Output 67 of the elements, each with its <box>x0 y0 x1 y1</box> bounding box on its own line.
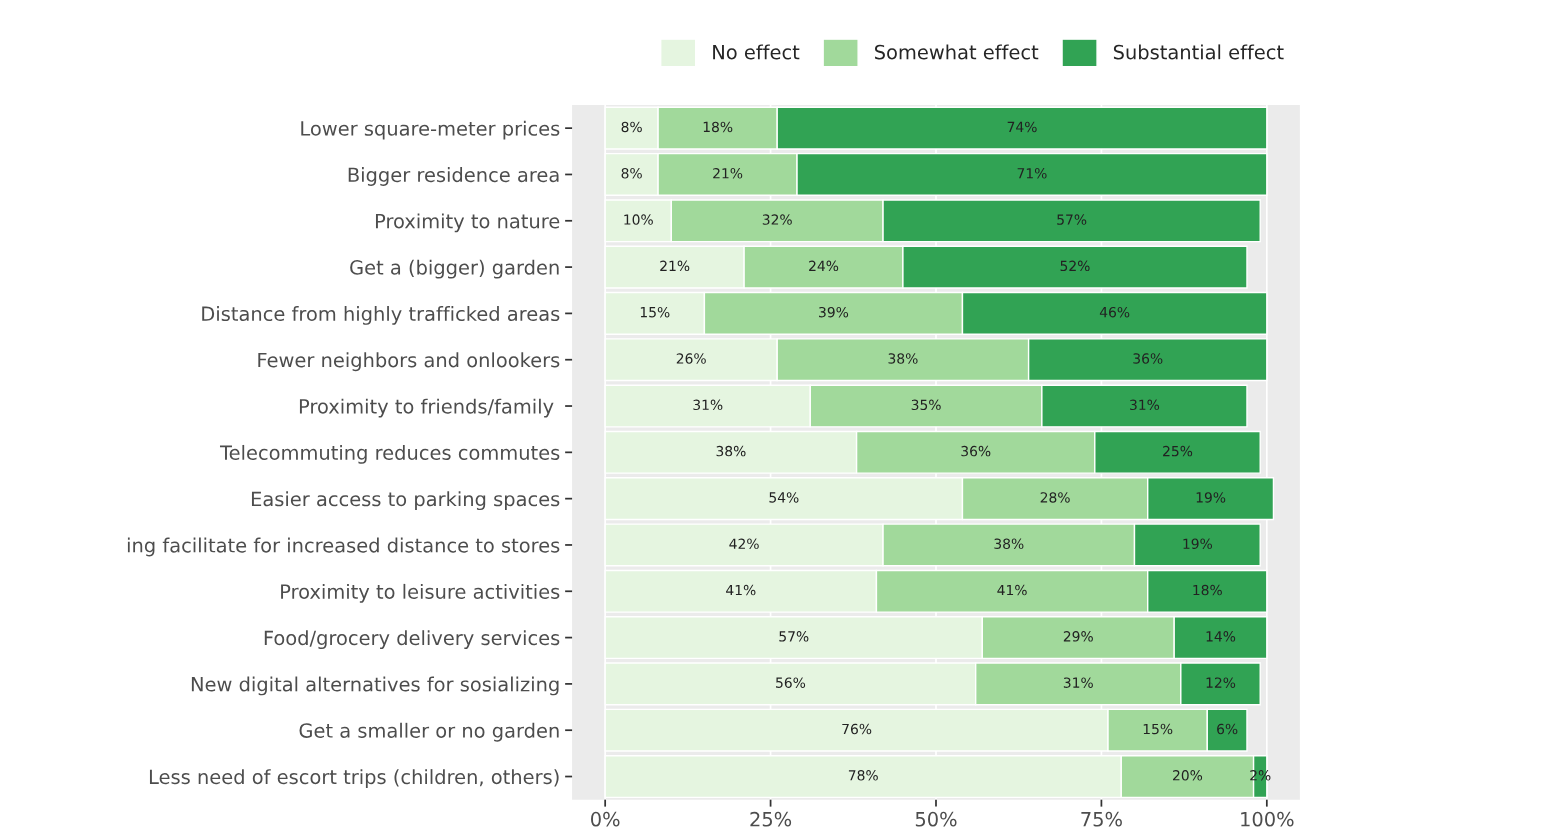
data-label: 29% <box>1063 631 1093 642</box>
data-label: 46% <box>1099 306 1130 318</box>
y-tick-label: Distance from highly trafficked areas <box>202 306 560 325</box>
data-label: 18% <box>703 121 733 133</box>
data-label: 18% <box>1193 584 1222 596</box>
y-tick-label: Bigger residence area <box>348 167 559 186</box>
y-tick-label: Easier access to parking spaces <box>251 491 560 511</box>
data-label: 15% <box>1143 723 1173 735</box>
data-label: 71% <box>1017 167 1047 179</box>
y-tick-label: Proximity to friends/family <box>299 398 554 418</box>
data-label: 38% <box>716 445 746 457</box>
data-label: 19% <box>1196 492 1226 503</box>
x-tick-label: 50% <box>915 811 957 827</box>
data-label: 78% <box>848 770 878 781</box>
y-tick-label: Proximity to nature <box>375 213 560 233</box>
data-label: 52% <box>1060 260 1090 272</box>
x-tick-label: 25% <box>750 811 792 827</box>
data-label: 36% <box>961 445 991 457</box>
data-label: 8% <box>621 121 642 133</box>
data-label: 19% <box>1183 538 1213 549</box>
data-label: 6% <box>1217 723 1238 735</box>
data-label: 21% <box>660 260 690 272</box>
data-label: 56% <box>776 677 806 688</box>
y-tick-label: Proximity to leisure activities <box>281 583 560 603</box>
data-label: 39% <box>819 306 849 318</box>
data-label: 57% <box>1057 214 1087 225</box>
data-label: 32% <box>762 214 792 225</box>
y-tick-label: Fewer neighbors and onlookers <box>258 352 560 372</box>
data-label: 41% <box>726 584 756 596</box>
data-label: 14% <box>1206 631 1236 642</box>
data-label: 38% <box>994 538 1024 549</box>
data-label: 12% <box>1206 677 1236 688</box>
data-label: 25% <box>1163 445 1193 457</box>
y-tick-label: Get a (bigger) garden <box>350 259 559 279</box>
data-label: 31% <box>1130 399 1160 411</box>
data-label: 31% <box>1063 677 1093 688</box>
x-tick-label: 100% <box>1241 811 1294 827</box>
legend-label: Substantial effect <box>1113 44 1284 60</box>
y-tick-label: Telecommuting reduces commutes <box>219 444 560 464</box>
data-label: 42% <box>729 538 759 549</box>
data-label: 38% <box>888 353 918 364</box>
data-label: 15% <box>640 306 670 318</box>
data-label: 26% <box>676 353 706 364</box>
y-tick-label: Get a smaller or no garden <box>299 722 559 742</box>
y-tick-label: Less need of escort trips (children, others) <box>149 769 559 788</box>
y-tick-label: Lower square-meter prices <box>301 120 560 140</box>
x-tick-label: 75% <box>1081 811 1122 827</box>
data-label: 41% <box>997 584 1027 596</box>
data-label: 8% <box>621 167 642 179</box>
data-label: 35% <box>911 399 941 411</box>
data-label: 21% <box>713 167 743 179</box>
data-label: 57% <box>779 631 809 642</box>
x-tick-label: 0% <box>591 811 620 827</box>
y-tick-label: Food/grocery delivery services <box>264 630 560 650</box>
data-label: 74% <box>1007 121 1037 133</box>
y-tick-label: ing facilitate for increased distance to stores <box>127 537 560 557</box>
data-label: 36% <box>1133 353 1163 364</box>
data-label: 20% <box>1173 770 1203 781</box>
data-label: 10% <box>624 214 653 225</box>
data-label: 24% <box>809 260 839 272</box>
data-label: 28% <box>1040 492 1070 503</box>
y-tick-label: New digital alternatives for sosializing <box>191 676 559 696</box>
legend-label: No effect <box>713 44 800 60</box>
data-label: 31% <box>693 399 723 411</box>
data-label: 54% <box>769 492 799 503</box>
data-label: 76% <box>842 723 872 735</box>
legend-label: Somewhat effect <box>874 44 1039 60</box>
